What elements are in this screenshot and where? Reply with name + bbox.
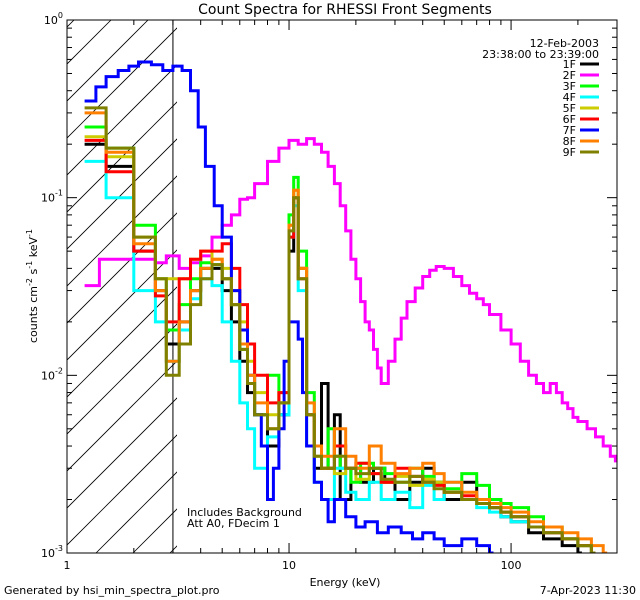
- hatched-region: [0, 0, 640, 553]
- legend-label-8f: 8F: [563, 135, 576, 148]
- chart-title: Count Spectra for RHESSI Front Segments: [198, 2, 492, 18]
- series-line-9f: [84, 106, 596, 553]
- timestamp-label: 7-Apr-2023 11:30: [540, 584, 636, 597]
- hatch-line: [355, 0, 640, 553]
- y-tick-label: 10-2: [41, 366, 63, 382]
- legend-label-3f: 3F: [563, 80, 576, 93]
- y-tick-label: 10-1: [41, 189, 63, 205]
- hatch-line: [67, 175, 177, 287]
- hatch-line: [67, 20, 112, 65]
- x-tick-label: 1: [64, 559, 71, 572]
- x-tick-label: 10: [282, 559, 296, 572]
- hatch-line: [67, 397, 177, 509]
- hatch-line: [67, 20, 75, 28]
- hatch-line: [67, 138, 177, 250]
- annotation-background: Includes Background: [187, 506, 302, 519]
- hatch-line: [0, 0, 104, 553]
- hatch-line: [244, 0, 640, 553]
- hatch-line: [67, 20, 149, 102]
- generated-by-label: Generated by hsi_min_spectra_plot.pro: [4, 584, 220, 597]
- hatch-line: [67, 27, 177, 139]
- legend-label-9f: 9F: [563, 146, 576, 159]
- hatch-line: [67, 434, 177, 546]
- y-axis-label: counts cm-2 s-1 keV-1: [25, 229, 40, 343]
- y-tick-label: 10-3: [41, 544, 63, 560]
- hatch-line: [67, 360, 177, 472]
- legend-label-6f: 6F: [563, 113, 576, 126]
- plot-frame: [66, 19, 618, 554]
- series-line-7f: [84, 60, 494, 553]
- time-range-label: 23:38:00 to 23:39:00: [482, 48, 599, 61]
- x-tick-label: 100: [501, 559, 522, 572]
- annotation-attenuator: Att A0, FDecim 1: [187, 517, 280, 530]
- legend-label-2f: 2F: [563, 69, 576, 82]
- series-line-3f: [84, 125, 596, 553]
- hatch-line: [67, 212, 177, 324]
- hatch-line: [67, 249, 177, 361]
- hatch-line: [67, 101, 177, 213]
- legend-label-7f: 7F: [563, 124, 576, 137]
- y-tick-label: 100: [44, 11, 63, 27]
- legend-label-5f: 5F: [563, 102, 576, 115]
- x-axis-label: Energy (keV): [310, 576, 381, 589]
- legend-label-4f: 4F: [563, 91, 576, 104]
- series-line-2f: [84, 137, 617, 463]
- date-label: 12-Feb-2003: [530, 37, 599, 50]
- legend-label-1f: 1F: [563, 58, 576, 71]
- series-line-8f: [84, 111, 608, 553]
- hatch-line: [318, 0, 640, 553]
- hatch-line: [67, 64, 177, 176]
